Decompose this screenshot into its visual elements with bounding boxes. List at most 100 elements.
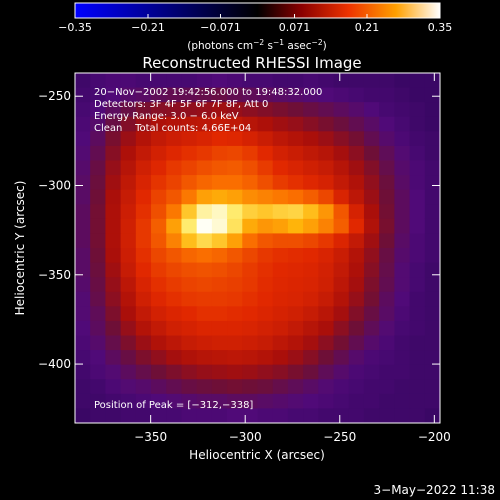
heatmap-cell xyxy=(211,73,228,89)
heatmap-cell xyxy=(105,175,122,191)
heatmap-cell xyxy=(379,262,395,278)
heatmap-cell xyxy=(75,350,91,366)
heatmap-cell xyxy=(333,204,350,220)
heatmap-cell xyxy=(333,218,350,235)
heatmap-cell xyxy=(272,131,289,147)
heatmap-cell xyxy=(196,393,213,410)
heatmap-cell xyxy=(135,131,152,147)
heatmap-cell xyxy=(120,116,137,132)
heatmap-cell xyxy=(196,320,213,337)
heatmap-cell xyxy=(257,408,274,423)
heatmap-cell xyxy=(181,233,198,249)
heatmap-cell xyxy=(211,131,228,147)
heatmap-cell xyxy=(151,248,167,264)
heatmap-cell xyxy=(348,306,365,322)
heatmap-cell xyxy=(424,408,440,423)
heatmap-cell xyxy=(166,218,183,235)
heatmap-cell xyxy=(75,248,91,264)
heatmap-cell xyxy=(379,145,395,162)
heatmap-cell xyxy=(318,116,335,132)
heatmap-cell xyxy=(424,131,440,147)
heatmap-cell xyxy=(75,175,91,191)
heatmap-cell xyxy=(318,102,335,118)
heatmap-cell xyxy=(272,102,289,118)
heatmap-cell xyxy=(166,364,183,380)
heatmap-cell xyxy=(318,87,335,103)
y-tick-label: −300 xyxy=(38,179,71,193)
heatmap-cell xyxy=(303,160,319,176)
heatmap-cell xyxy=(242,189,259,205)
heatmap-cell xyxy=(257,350,274,366)
heatmap-cell xyxy=(287,145,304,162)
heatmap-cell xyxy=(90,233,107,249)
heatmap-cell xyxy=(181,393,198,410)
heatmap-cell xyxy=(120,73,137,89)
heatmap-cell xyxy=(379,116,395,132)
heatmap-cell xyxy=(272,379,289,395)
heatmap-cell xyxy=(287,379,304,395)
heatmap-cell xyxy=(363,233,380,249)
heatmap-cell xyxy=(318,218,335,235)
heatmap-cell xyxy=(303,393,319,410)
heatmap-cell xyxy=(181,131,198,147)
heatmap-cell xyxy=(409,277,426,293)
heatmap-cell xyxy=(394,102,411,118)
heatmap-cell xyxy=(272,408,289,423)
heatmap-cell xyxy=(227,350,243,366)
heatmap-cell xyxy=(303,335,319,351)
heatmap-cell xyxy=(151,204,167,220)
heatmap-cell xyxy=(409,262,426,278)
heatmap-cell xyxy=(211,189,228,205)
heatmap-cell xyxy=(348,102,365,118)
heatmap-cell xyxy=(363,379,380,395)
heatmap-cell xyxy=(166,291,183,307)
heatmap-cell xyxy=(424,291,440,307)
heatmap-cell xyxy=(424,379,440,395)
heatmap-cell xyxy=(394,277,411,293)
heatmap-cell xyxy=(75,189,91,205)
heatmap-cell xyxy=(363,306,380,322)
heatmap-cell xyxy=(211,393,228,410)
heatmap-cell xyxy=(105,160,122,176)
heatmap-cell xyxy=(318,277,335,293)
heatmap-cell xyxy=(227,189,243,205)
heatmap-cell xyxy=(90,306,107,322)
heatmap-cell xyxy=(196,277,213,293)
heatmap-cell xyxy=(257,160,274,176)
heatmap-cell xyxy=(135,218,152,235)
heatmap-cell xyxy=(257,87,274,103)
heatmap-cell xyxy=(287,131,304,147)
heatmap-cell xyxy=(242,73,259,89)
heatmap-cell xyxy=(287,393,304,410)
heatmap-cell xyxy=(409,175,426,191)
heatmap-cell xyxy=(424,116,440,132)
heatmap-cell xyxy=(257,262,274,278)
heatmap-cell xyxy=(227,175,243,191)
heatmap-cell xyxy=(211,306,228,322)
heatmap-cell xyxy=(272,262,289,278)
heatmap-cell xyxy=(379,204,395,220)
heatmap-cell xyxy=(363,291,380,307)
heatmap-cell xyxy=(272,175,289,191)
annotation-time-range: 20−Nov−2002 19:42:56.000 to 19:48:32.000 xyxy=(94,87,322,98)
colorbar xyxy=(75,3,440,18)
heatmap-cell xyxy=(105,87,122,103)
heatmap-cell xyxy=(272,87,289,103)
heatmap-cell xyxy=(348,189,365,205)
heatmap-cell xyxy=(333,379,350,395)
heatmap-cell xyxy=(287,350,304,366)
heatmap-cell xyxy=(379,189,395,205)
heatmap-cell xyxy=(379,218,395,235)
heatmap-cell xyxy=(333,73,350,89)
heatmap-cell xyxy=(196,408,213,423)
colorbar-tick-label: −0.071 xyxy=(200,21,241,34)
heatmap-cell xyxy=(424,218,440,235)
heatmap-cell xyxy=(303,87,319,103)
heatmap-cell xyxy=(151,218,167,235)
heatmap-cell xyxy=(75,160,91,176)
heatmap-cell xyxy=(257,145,274,162)
heatmap-cell xyxy=(409,379,426,395)
heatmap-cell xyxy=(409,248,426,264)
heatmap-cell xyxy=(211,204,228,220)
heatmap-cell xyxy=(120,189,137,205)
